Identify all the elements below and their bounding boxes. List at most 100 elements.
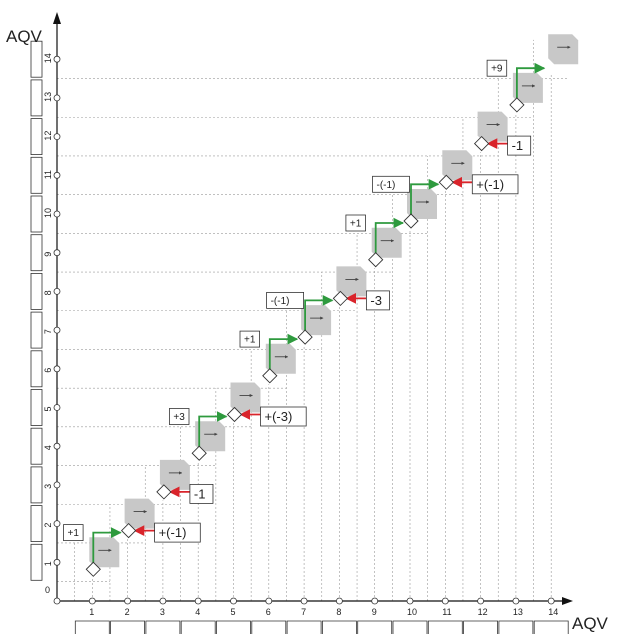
decision-node <box>85 561 101 577</box>
x-tick-label: 14 <box>548 607 558 617</box>
x-axis-tick-circle <box>371 597 379 605</box>
x-axis-tick-circle <box>441 597 449 605</box>
adjustment-label: -3 <box>370 293 382 308</box>
y-axis-tick-circle <box>53 326 61 334</box>
x-scale-bracket <box>322 620 357 634</box>
x-tick-label: 1 <box>89 607 94 617</box>
decision-node <box>156 484 172 500</box>
y-tick-label: 10 <box>43 208 53 218</box>
y-scale-bar <box>30 79 43 117</box>
step-block <box>477 111 508 142</box>
x-scale-bracket <box>216 620 251 634</box>
adjustment-label: +(-1) <box>476 177 504 192</box>
x-scale-bracket <box>110 620 145 634</box>
x-axis-tick-circle <box>512 597 520 605</box>
increase-arrow <box>92 527 122 564</box>
y-scale-bar <box>30 505 43 543</box>
step-blocks <box>89 34 579 568</box>
x-axis-tick-circle <box>547 597 555 605</box>
y-axis-tick-circle <box>53 442 61 450</box>
y-scale-bar <box>30 427 43 465</box>
increase-arrow <box>268 333 299 370</box>
y-scale-bar <box>30 234 43 272</box>
y-scale-bar <box>30 389 43 426</box>
adjustment-label: +(-3) <box>265 409 293 424</box>
adjustment-label-box <box>266 291 305 309</box>
decision-node <box>368 252 384 268</box>
increase-arrow <box>198 411 228 448</box>
x-tick-label: 12 <box>478 607 488 617</box>
y-axis-tick-circle <box>53 133 61 141</box>
y-scale-bar <box>30 118 43 155</box>
axes: AQV AQV 0 <box>6 12 609 633</box>
decision-node <box>509 97 525 113</box>
step-block <box>230 382 261 413</box>
adjustment-label: -1 <box>194 486 206 501</box>
adjustment-label: -(-1) <box>377 180 396 191</box>
axis-scale-bars <box>30 40 569 634</box>
adjustment-label-box <box>372 175 410 193</box>
x-scale-bracket <box>286 620 322 634</box>
step-block <box>159 459 190 490</box>
step-block <box>548 34 579 65</box>
y-axis-tick-circle <box>53 481 61 489</box>
step-block <box>124 498 155 529</box>
x-scale-bracket <box>74 620 110 634</box>
y-axis-tick-circle <box>53 287 61 295</box>
adjustment-label-box <box>345 214 366 232</box>
y-axis-tick-circle <box>53 249 61 257</box>
step-block <box>195 421 226 452</box>
adjustment-label-box <box>260 406 307 427</box>
x-scale-bracket <box>498 620 534 634</box>
y-tick-label: 6 <box>43 368 53 373</box>
x-axis-tick-circle <box>335 597 343 605</box>
y-tick-label: 3 <box>43 484 53 489</box>
y-axis-tick-circle <box>53 171 61 179</box>
adjustment-label: -1 <box>512 138 524 153</box>
x-axis-tick-circle <box>265 597 273 605</box>
step-block <box>89 537 120 568</box>
x-axis-arrowhead <box>562 597 573 605</box>
y-tick-label: 14 <box>43 53 53 63</box>
increase-arrow <box>304 295 334 332</box>
adjustment-label: +9 <box>491 64 503 75</box>
decision-node <box>438 174 454 190</box>
step-block <box>512 72 543 103</box>
y-axis-tick-circle <box>53 365 61 373</box>
x-scale-bracket <box>251 620 287 634</box>
y-scale-bar <box>30 350 43 388</box>
decision-node <box>297 329 313 345</box>
step-block <box>265 343 296 374</box>
x-scale-bracket <box>392 620 428 634</box>
x-tick-label: 13 <box>513 607 523 617</box>
y-scale-bar <box>30 272 43 310</box>
adjustment-label-box <box>154 522 201 543</box>
step-block <box>407 189 437 219</box>
adjustment-arrows <box>92 62 546 564</box>
y-tick-label: 12 <box>43 131 53 141</box>
decision-node <box>332 290 349 307</box>
y-tick-label: 13 <box>43 92 53 102</box>
x-axis-tick-circle <box>53 597 61 605</box>
y-tick-label: 1 <box>43 561 53 566</box>
adjustment-label-box <box>471 174 519 195</box>
step-block <box>442 150 473 181</box>
y-scale-bar <box>30 311 43 349</box>
increase-arrow <box>410 178 440 215</box>
y-axis-arrowhead <box>53 12 61 24</box>
adjustment-label-box <box>189 483 214 504</box>
x-tick-label: 2 <box>125 607 130 617</box>
increase-arrow <box>516 62 546 99</box>
x-axis-label: AQV <box>572 614 609 633</box>
adjustment-labels: +1 +(-1) -1 +3 +(-3) +1 -(-1) -3 +1 -(-1) +(-1) -1 +… <box>63 59 532 543</box>
adjustment-label-box <box>507 135 532 156</box>
x-tick-label: 5 <box>231 607 236 617</box>
x-axis-tick-circle <box>300 597 308 605</box>
adjustment-label-box <box>239 330 261 348</box>
y-scale-bar <box>30 466 43 504</box>
y-tick-label: 4 <box>43 445 53 450</box>
x-tick-label: 9 <box>372 607 377 617</box>
y-tick-label: 7 <box>43 329 53 334</box>
